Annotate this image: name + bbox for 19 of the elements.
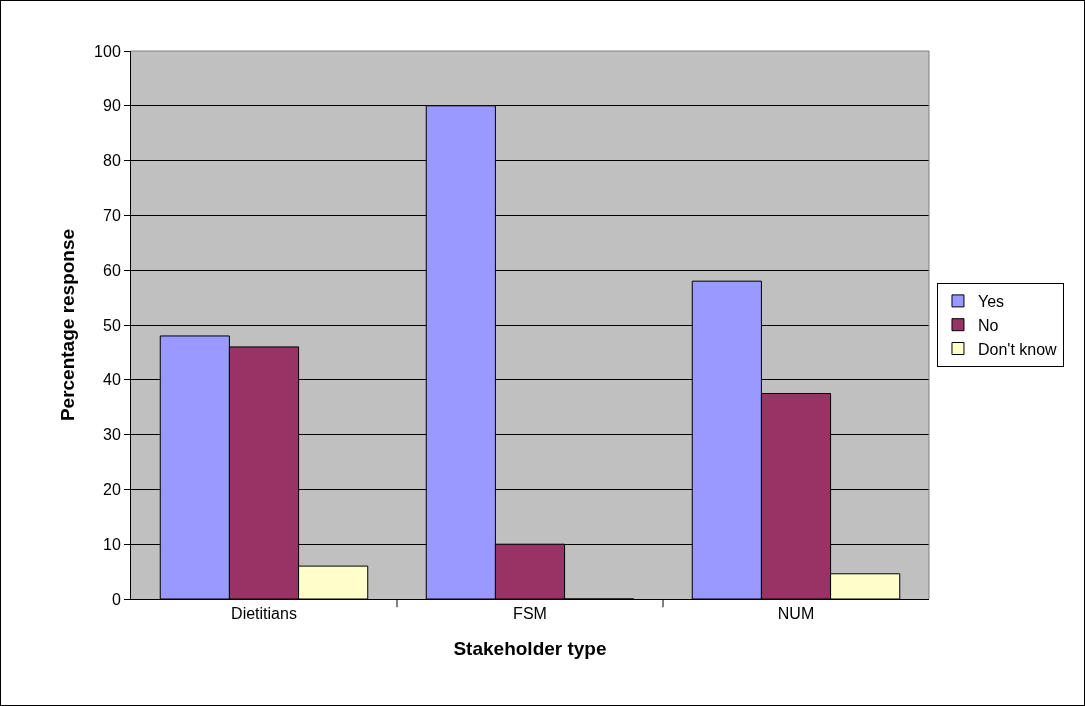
legend-label: Don't know [977, 340, 1058, 358]
y-tick-label: 50 [103, 316, 121, 334]
y-tick-label: 100 [94, 42, 121, 60]
y-tick-label: 80 [103, 152, 121, 170]
x-axis-title: Stakeholder type [453, 638, 607, 659]
y-axis-title: Percentage response [56, 228, 78, 422]
y-tick-label: 10 [103, 535, 121, 553]
y-tick-label: 60 [103, 261, 121, 279]
y-tick-label: 20 [103, 481, 121, 498]
legend-label: Yes [977, 293, 1005, 311]
legend-label: No [977, 316, 999, 334]
y-tick-label: 40 [103, 371, 121, 389]
y-tick-label: 30 [103, 426, 121, 444]
x-tick-label: Dietitians [231, 605, 297, 623]
y-tick-label: 90 [103, 97, 121, 115]
x-tick-label: FSM [513, 605, 547, 623]
y-tick-label: 0 [111, 590, 121, 608]
x-tick-label: NUM [777, 605, 815, 623]
y-tick-label: 70 [103, 207, 121, 224]
